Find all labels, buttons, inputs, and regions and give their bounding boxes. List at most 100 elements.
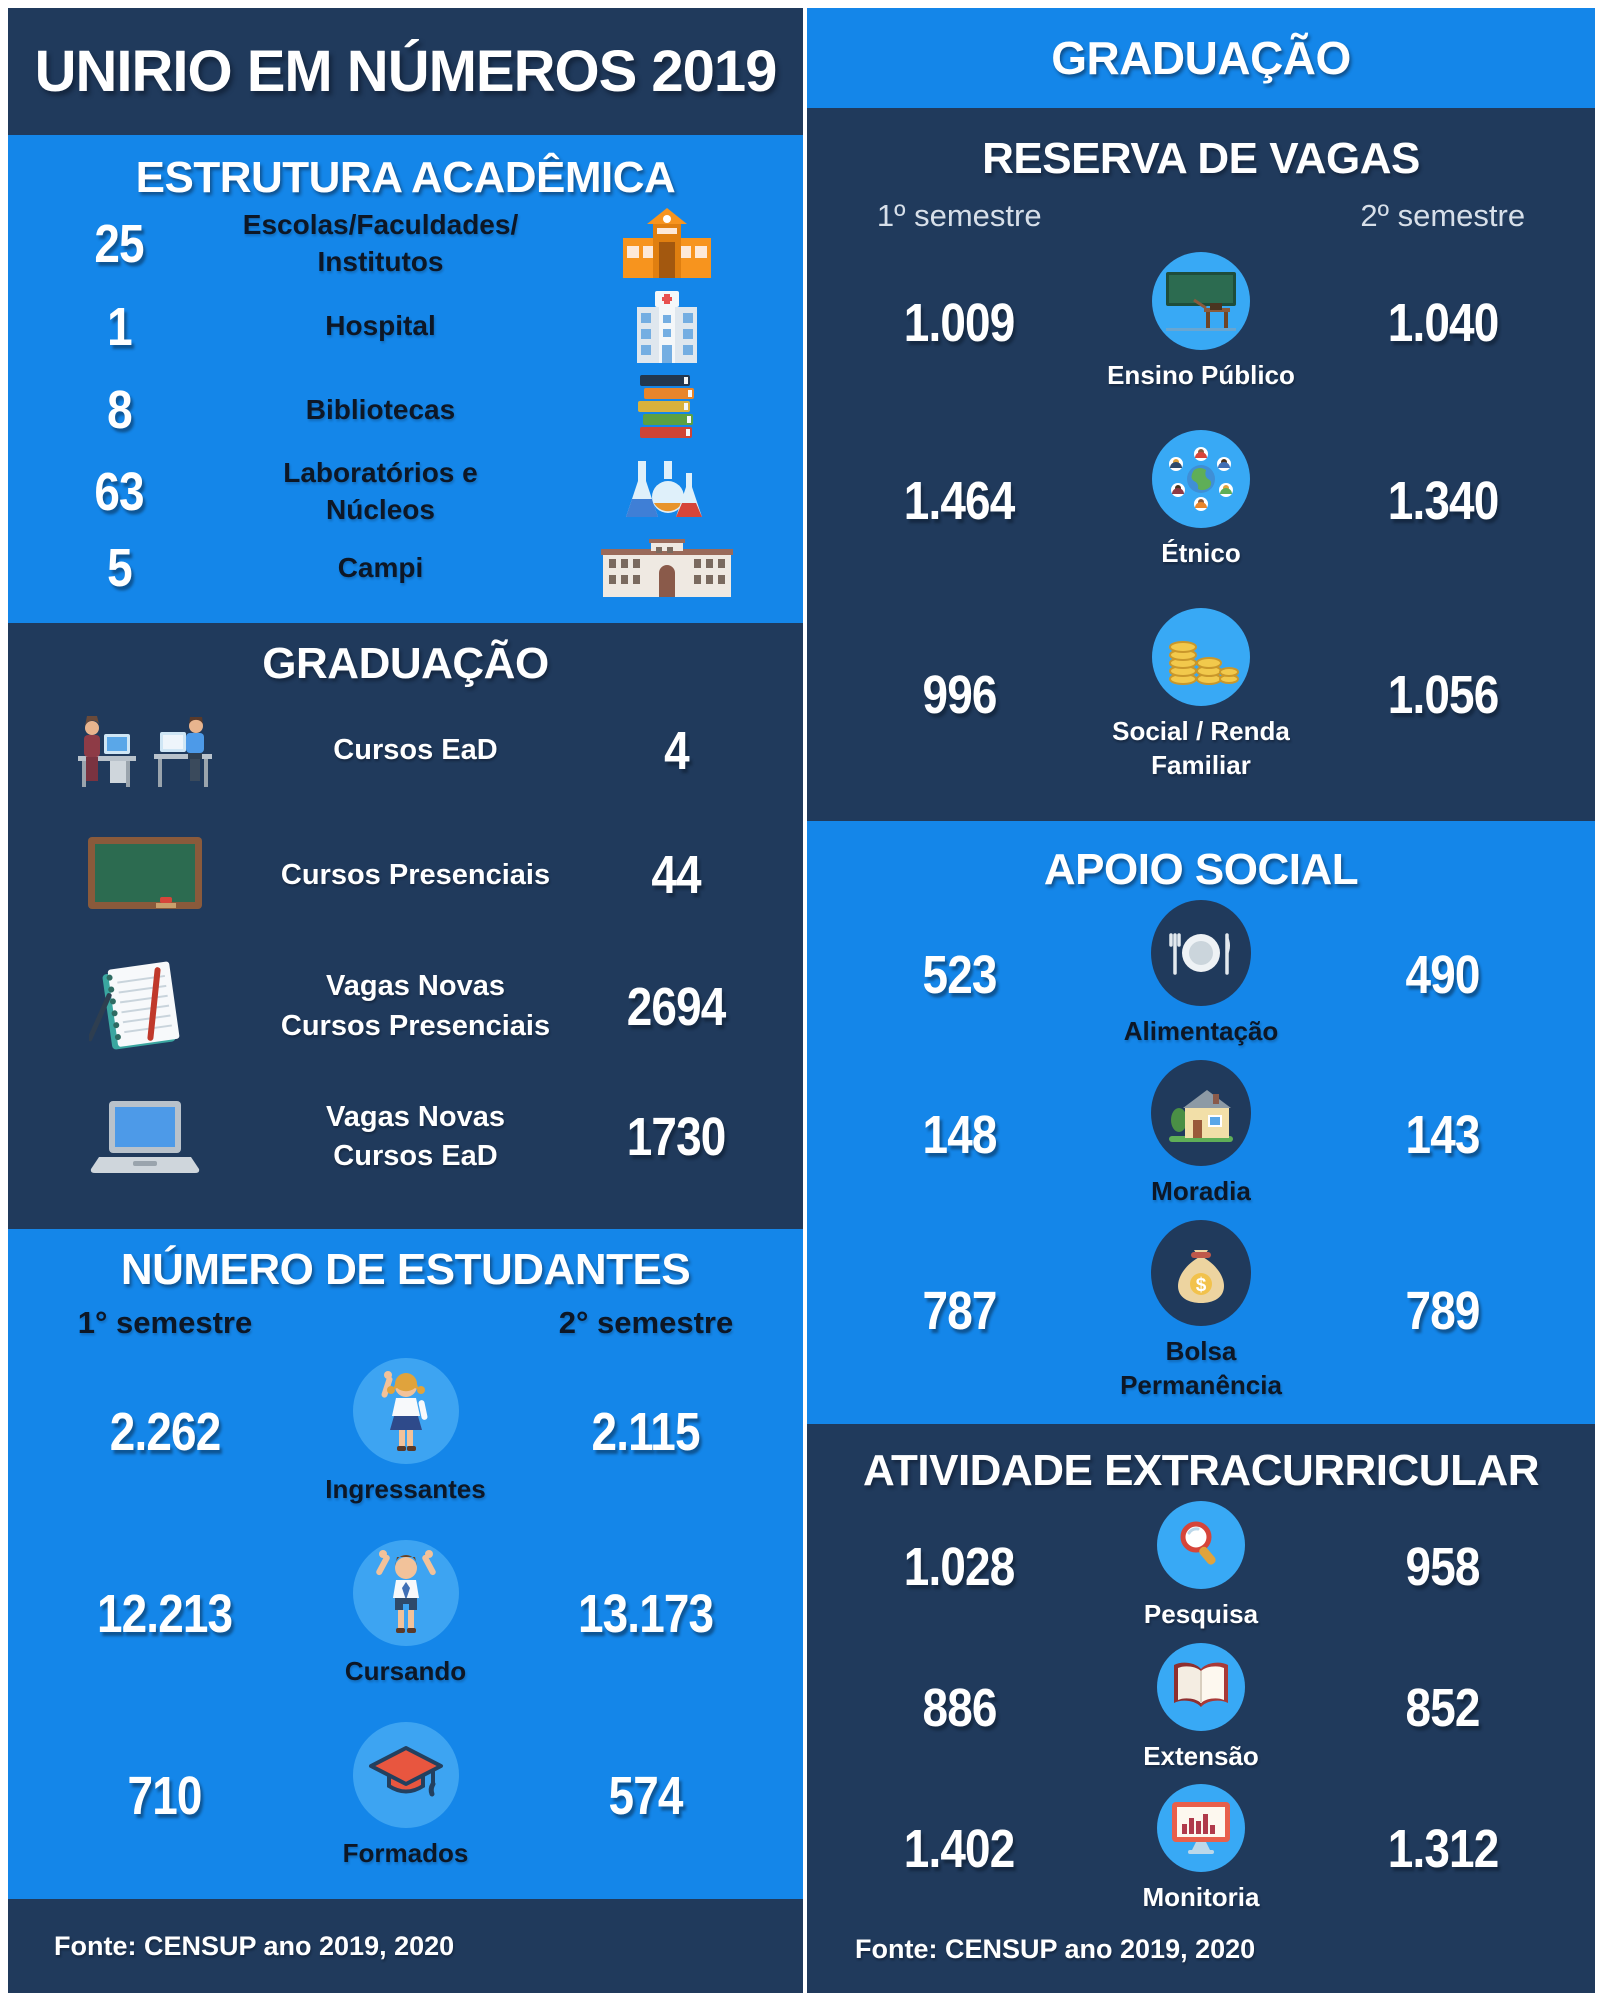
distance-learning-icon [42, 712, 247, 790]
stat-caption: Moradia [1151, 1176, 1251, 1207]
stat-caption: Bolsa Permanência [1120, 1335, 1282, 1400]
stat-caption: Social / Renda Familiar [1112, 715, 1290, 780]
section-numero-estudantes: NÚMERO DE ESTUDANTES 1° semestre 2° seme… [8, 1229, 803, 1899]
stat-value-sem2: 1.312 [1387, 1819, 1499, 1880]
section-apoio-social: APOIO SOCIAL 523 Alimentação 490 148 Mor… [807, 821, 1595, 1424]
right-header-title: GRADUAÇÃO [1051, 32, 1351, 84]
stat-row-vagas-presenciais: Vagas Novas Cursos Presenciais 2694 [42, 961, 769, 1053]
classroom-icon [1152, 252, 1250, 351]
right-footer: Fonte: CENSUP ano 2019, 2020 [835, 1920, 1567, 1981]
stat-caption: Formados [342, 1837, 469, 1868]
stat-value-sem2: 1.056 [1387, 665, 1499, 726]
stat-row-escolas: 25 Escolas/Faculdades/ Institutos [42, 207, 769, 280]
school-icon [564, 207, 769, 280]
left-column: UNIRIO EM NÚMEROS 2019 ESTRUTURA ACADÊMI… [8, 8, 803, 1993]
stat-value-sem2: 958 [1405, 1536, 1481, 1597]
reserva-title: RESERVA DE VAGAS [982, 134, 1420, 183]
stat-caption: Cursando [344, 1655, 467, 1686]
stat-value-sem2: 490 [1405, 944, 1481, 1005]
stat-row-cursos-presenciais: Cursos Presenciais 44 [42, 835, 769, 915]
stat-row-bolsa-permanencia: 787 $ Bolsa Permanência 789 [835, 1219, 1567, 1403]
stat-caption: Étnico [1161, 538, 1241, 569]
stat-value-sem1: 787 [922, 1281, 997, 1342]
right-column: GRADUAÇÃO RESERVA DE VAGAS 1º semestre 2… [807, 8, 1595, 1993]
stat-value-sem2: 852 [1405, 1677, 1481, 1738]
stat-row-etnico: 1.464 Étnico 1.340 [835, 430, 1567, 571]
stat-row-cursando: 12.213 Cursando 13.173 [42, 1539, 769, 1689]
notebook-icon [42, 961, 247, 1053]
svg-text:$: $ [1196, 1275, 1207, 1296]
stat-caption: Ensino Público [1107, 360, 1295, 391]
semester-2-label: 2° semestre [558, 1305, 734, 1340]
stat-value-sem1: 1.464 [903, 470, 1015, 531]
stat-row-formados: 710 Formados 574 [42, 1721, 769, 1871]
student-girl-icon [352, 1357, 459, 1464]
semester-1-label: 1º semestre [876, 198, 1042, 233]
stat-caption: Alimentação [1123, 1016, 1279, 1047]
stat-value: 5 [107, 537, 133, 598]
estrutura-rows: 25 Escolas/Faculdades/ Institutos 1 Hosp… [42, 203, 769, 603]
house-icon [1151, 1060, 1251, 1167]
stat-label: Laboratórios e Núcleos [283, 457, 478, 525]
estudantes-rows: 2.262 Ingressantes 2.115 12.213 Cursando… [42, 1341, 769, 1887]
stat-label: Escolas/Faculdades/ Institutos [242, 209, 519, 277]
stat-label: Hospital [325, 310, 436, 342]
atividade-rows: 1.028 Pesquisa 958 886 Extensão 852 [835, 1496, 1567, 1920]
estrutura-title: ESTRUTURA ACADÊMICA [135, 153, 676, 202]
stat-value: 25 [94, 213, 145, 274]
stat-caption: Extensão [1143, 1740, 1259, 1771]
section-reserva-de-vagas: RESERVA DE VAGAS 1º semestre 2º semestre… [807, 108, 1595, 821]
right-header: GRADUAÇÃO [807, 8, 1595, 108]
left-footer: Fonte: CENSUP ano 2019, 2020 [8, 1899, 803, 1993]
hospital-icon [564, 289, 769, 365]
books-icon [564, 373, 769, 447]
stat-value-sem1: 886 [922, 1677, 997, 1738]
stat-value-sem1: 2.262 [109, 1401, 221, 1462]
page-title: UNIRIO EM NÚMEROS 2019 [34, 39, 778, 104]
semester-labels: 1° semestre 2° semestre [42, 1305, 769, 1341]
stat-value: 44 [651, 845, 702, 906]
stat-value: 63 [94, 461, 145, 522]
stat-value-sem1: 12.213 [97, 1583, 233, 1644]
stat-value-sem2: 2.115 [591, 1401, 701, 1462]
stat-row-moradia: 148 Moradia 143 [835, 1060, 1567, 1209]
stat-row-vagas-ead: Vagas Novas Cursos EaD 1730 [42, 1098, 769, 1176]
stat-value-sem2: 574 [608, 1765, 684, 1826]
stat-label: Bibliotecas [305, 393, 456, 425]
main-header: UNIRIO EM NÚMEROS 2019 [8, 8, 803, 135]
chalkboard-icon [42, 835, 247, 915]
stat-label: Vagas Novas Cursos EaD [326, 1100, 505, 1173]
stat-value-sem1: 1.009 [903, 292, 1015, 353]
stat-value-sem2: 143 [1405, 1104, 1481, 1165]
diversity-globe-icon [1152, 430, 1250, 529]
source-note: Fonte: CENSUP ano 2019, 2020 [855, 1934, 1256, 1964]
stat-row-cursos-ead: Cursos EaD 4 [42, 712, 769, 790]
section-graduacao-left: GRADUAÇÃO Cursos EaD 4 Cursos Presenciai… [8, 623, 803, 1229]
apoio-rows: 523 Alimentação 490 148 Moradia 143 [835, 895, 1567, 1408]
reserva-rows: 1.009 Ensino Público 1.040 1.464 Étnico … [835, 234, 1567, 801]
stat-value: 1730 [627, 1107, 727, 1168]
stat-label: Campi [337, 551, 424, 583]
stat-value-sem2: 1.040 [1387, 292, 1499, 353]
campus-building-icon [564, 538, 769, 597]
stat-value-sem1: 1.028 [903, 1536, 1015, 1597]
semester-2-label: 2º semestre [1360, 198, 1526, 233]
stat-value-sem1: 996 [922, 665, 997, 726]
stat-row-laboratorios: 63 Laboratórios e Núcleos [42, 455, 769, 528]
graduacao-title: GRADUAÇÃO [262, 639, 549, 688]
stat-label: Vagas Novas Cursos Presenciais [280, 970, 551, 1042]
stat-row-campi: 5 Campi [42, 537, 769, 599]
stat-row-alimentacao: 523 Alimentação 490 [835, 900, 1567, 1049]
semester-labels: 1º semestre 2º semestre [835, 198, 1567, 234]
stat-row-ingressantes: 2.262 Ingressantes 2.115 [42, 1357, 769, 1507]
stat-label: Cursos Presenciais [280, 858, 551, 891]
stat-value-sem2: 13.173 [578, 1583, 714, 1644]
stat-row-pesquisa: 1.028 Pesquisa 958 [835, 1501, 1567, 1632]
open-book-icon [1157, 1642, 1245, 1731]
stat-value: 2694 [627, 976, 727, 1037]
stat-row-bibliotecas: 8 Bibliotecas [42, 373, 769, 447]
stat-label: Cursos EaD [333, 734, 498, 767]
student-boy-icon [352, 1539, 459, 1646]
magnifier-icon [1157, 1501, 1245, 1590]
